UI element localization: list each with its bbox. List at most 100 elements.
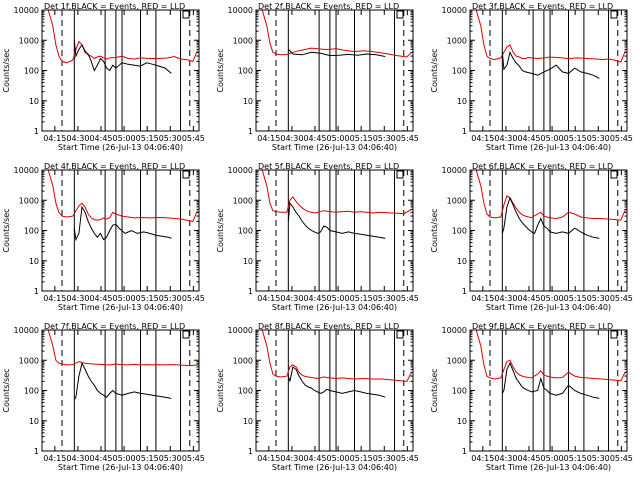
lld-series-line <box>470 330 626 382</box>
x-tick-label: 05:30 <box>373 454 396 463</box>
x-tick-label: 04:45 <box>517 294 540 303</box>
y-tick-label: 1 <box>462 447 467 456</box>
panel-title: Det 1f,BLACK = Events, RED = LLD <box>44 2 185 11</box>
y-tick-label: 10 <box>243 257 253 266</box>
x-tick-label: 04:15 <box>43 134 66 143</box>
x-tick-label: 05:15 <box>136 294 159 303</box>
x-tick-label: 05:30 <box>587 454 610 463</box>
panel-title: Det 3f,BLACK = Events, RED = LLD <box>472 2 613 11</box>
plot-frame <box>41 169 200 292</box>
x-tick-label: 04:30 <box>66 294 89 303</box>
y-tick-label: 1 <box>248 127 253 136</box>
x-tick-label: 04:45 <box>89 134 112 143</box>
x-axis-label: Start Time (26-Jul-13 04:06:40) <box>272 463 397 472</box>
y-tick-label: 100 <box>24 387 39 396</box>
x-tick-label: 05:00 <box>327 134 350 143</box>
x-tick-label: 05:45 <box>610 134 633 143</box>
x-tick-label: 04:30 <box>280 454 303 463</box>
y-tick-label: 1000 <box>447 196 467 205</box>
events-series-line <box>287 366 386 398</box>
panel-title: Det 2f,BLACK = Events, RED = LLD <box>258 2 399 11</box>
y-tick-label: 1 <box>248 287 253 296</box>
y-axis-label: Counts/sec <box>430 368 439 412</box>
x-tick-label: 05:00 <box>327 294 350 303</box>
panel-title: Det 4f,BLACK = Events, RED = LLD <box>44 162 185 171</box>
y-axis-label: Counts/sec <box>216 48 225 92</box>
panel-det-9: 1 10 100 1000 10000 04:15 04:30 04:45 05:00 05:15… <box>430 322 633 472</box>
events-series-line <box>73 205 172 242</box>
legend-box <box>610 170 618 179</box>
y-tick-label: 10000 <box>228 6 253 15</box>
x-tick-label: 04:15 <box>43 454 66 463</box>
y-tick-label: 1 <box>34 287 39 296</box>
x-tick-label: 04:30 <box>494 134 517 143</box>
x-tick-label: 04:45 <box>303 134 326 143</box>
x-tick-label: 04:45 <box>517 134 540 143</box>
panel-title: Det 7f,BLACK = Events, RED = LLD <box>44 322 185 331</box>
x-tick-label: 04:45 <box>89 454 112 463</box>
events-series-line <box>287 201 386 239</box>
x-tick-label: 05:15 <box>350 294 373 303</box>
x-tick-label: 05:45 <box>396 294 419 303</box>
x-tick-label: 04:15 <box>43 294 66 303</box>
x-tick-label: 04:15 <box>471 294 494 303</box>
panel-title: Det 8f,BLACK = Events, RED = LLD <box>258 322 399 331</box>
y-tick-label: 1000 <box>447 356 467 365</box>
x-tick-label: 05:30 <box>159 294 182 303</box>
panel-det-7: 1 10 100 1000 10000 04:15 04:30 04:45 05:00 05:15… <box>2 322 205 472</box>
x-tick-label: 05:00 <box>541 454 564 463</box>
panel-title: Det 5f,BLACK = Events, RED = LLD <box>258 162 399 171</box>
legend-box <box>610 330 618 339</box>
lld-series-line <box>470 170 626 221</box>
panel-det-6: 1 10 100 1000 10000 04:15 04:30 04:45 05:00 05:15… <box>430 162 633 312</box>
x-tick-label: 05:15 <box>350 134 373 143</box>
x-axis-label: Start Time (26-Jul-13 04:06:40) <box>272 143 397 152</box>
y-axis-label: Counts/sec <box>430 48 439 92</box>
lld-series-line <box>256 330 412 382</box>
x-tick-label: 05:15 <box>136 454 159 463</box>
x-tick-label: 04:15 <box>257 134 280 143</box>
x-tick-label: 04:45 <box>517 454 540 463</box>
panel-det-4: 1 10 100 1000 10000 04:15 04:30 04:45 05:00 05:15… <box>2 162 205 312</box>
plot-frame <box>41 9 200 132</box>
events-series-line <box>73 40 172 74</box>
y-tick-label: 1000 <box>233 36 253 45</box>
x-tick-label: 05:00 <box>327 454 350 463</box>
plot-frame <box>469 329 628 452</box>
lld-series-line <box>42 10 198 64</box>
lld-series-line <box>42 330 198 367</box>
y-tick-label: 100 <box>452 387 467 396</box>
y-tick-label: 100 <box>24 67 39 76</box>
y-axis-label: Counts/sec <box>2 48 11 92</box>
y-tick-label: 10000 <box>442 6 467 15</box>
plot-frame <box>41 329 200 452</box>
y-tick-label: 1 <box>462 127 467 136</box>
x-tick-label: 05:30 <box>159 454 182 463</box>
y-tick-label: 10 <box>457 417 467 426</box>
x-axis-label: Start Time (26-Jul-13 04:06:40) <box>486 463 611 472</box>
x-tick-label: 05:45 <box>610 294 633 303</box>
y-tick-label: 1 <box>462 287 467 296</box>
x-tick-label: 04:30 <box>66 454 89 463</box>
y-axis-label: Counts/sec <box>216 208 225 252</box>
panel-det-5: 1 10 100 1000 10000 04:15 04:30 04:45 05:00 05:15… <box>216 162 419 312</box>
y-tick-label: 10000 <box>14 6 39 15</box>
lld-series-line <box>42 170 198 222</box>
plot-frame <box>255 169 414 292</box>
legend-box <box>396 10 404 19</box>
x-tick-label: 05:15 <box>564 134 587 143</box>
y-tick-label: 10000 <box>14 166 39 175</box>
lld-series-line <box>470 10 626 63</box>
y-tick-label: 10 <box>29 257 39 266</box>
legend-box <box>610 10 618 19</box>
x-tick-label: 04:45 <box>303 294 326 303</box>
y-tick-label: 1000 <box>19 356 39 365</box>
x-axis-label: Start Time (26-Jul-13 04:06:40) <box>58 303 183 312</box>
x-tick-label: 04:15 <box>257 454 280 463</box>
panel-title: Det 6f,BLACK = Events, RED = LLD <box>472 162 613 171</box>
y-tick-label: 10000 <box>442 166 467 175</box>
x-tick-label: 05:30 <box>587 134 610 143</box>
x-tick-label: 05:30 <box>587 294 610 303</box>
x-tick-label: 05:00 <box>541 294 564 303</box>
x-axis-label: Start Time (26-Jul-13 04:06:40) <box>58 463 183 472</box>
